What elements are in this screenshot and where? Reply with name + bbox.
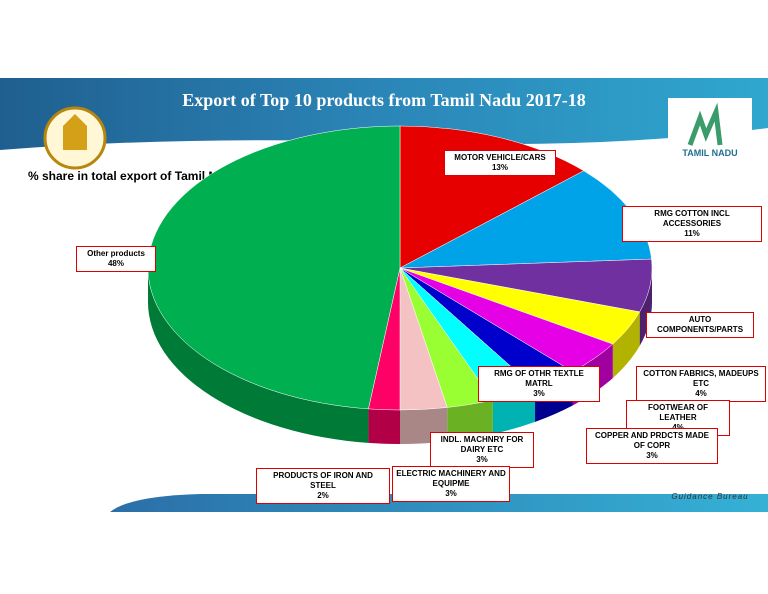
subtitle: % share in total export of Tamil Nadu [28,169,238,183]
slice [399,267,494,442]
chart-title: Export of Top 10 products from Tamil Nad… [182,90,585,110]
slice-shade [639,268,652,346]
slice-shade [148,268,369,443]
data-label: AUTO COMPONENTS/PARTS [646,312,754,338]
label-value: 3% [646,451,658,460]
label-name: RMG COTTON INCL ACCESSORIES [654,209,730,228]
slice-shade [612,311,640,379]
slice [147,125,401,443]
data-label: COTTON FABRICS, MADEUPS ETC 4% [636,366,766,402]
label-value: 13% [491,163,508,172]
label-value: 4% [695,389,707,398]
data-label: ELECTRIC MACHINERY AND EQUIPME 3% [392,466,510,502]
slice-side [368,408,400,444]
label-name: PRODUCTS OF IRON AND STEEL [273,471,373,490]
slice-side [148,268,369,443]
label-name: RMG OF OTHR TEXTLE MATRL [494,369,584,388]
label-value: 48% [107,259,124,268]
label-name: ELECTRIC MACHINERY AND EQUIPME [396,469,506,488]
data-label: MOTOR VEHICLE/CARS 13% [444,150,556,176]
label-value: 3% [476,455,488,464]
label-value: 3% [445,489,457,498]
label-name: AUTO COMPONENTS/PARTS [656,315,744,334]
slice [399,258,653,346]
slice-side [447,400,493,442]
slice-shade [368,408,400,444]
logo-box [668,98,752,180]
data-label: Other products 48% [76,246,156,272]
label-name: INDL. MACHNRY FOR DAIRY ETC [440,435,524,454]
label-name: FOOTWEAR OF LEATHER [648,403,708,422]
slice-side [639,268,652,346]
footer-text: Guidance Bureau [671,492,748,501]
data-label: RMG OF OTHR TEXTLE MATRL 3% [478,366,600,402]
data-label: RMG COTTON INCL ACCESSORIES 11% [622,206,762,242]
data-label: COPPER AND PRDCTS MADE OF COPR 3% [586,428,718,464]
label-name: Other products [87,249,145,258]
label-value: 11% [684,229,700,238]
slice-shade [447,400,493,442]
label-name: MOTOR VEHICLE/CARS [454,153,546,162]
header-band [0,78,768,150]
slice-side [612,311,640,379]
emblem-tower [63,114,87,150]
label-name: COTTON FABRICS, MADEUPS ETC [643,369,759,388]
label-value: 2% [317,491,329,500]
data-label: INDL. MACHNRY FOR DAIRY ETC 3% [430,432,534,468]
logo-mark [687,102,723,146]
label-name: COPPER AND PRDCTS MADE OF COPR [595,431,709,450]
label-value: 4% [630,423,726,433]
label-value: 3% [533,389,545,398]
logo-text: TAMIL NADU [682,148,737,158]
data-label: PRODUCTS OF IRON AND STEEL 2% [256,468,390,504]
